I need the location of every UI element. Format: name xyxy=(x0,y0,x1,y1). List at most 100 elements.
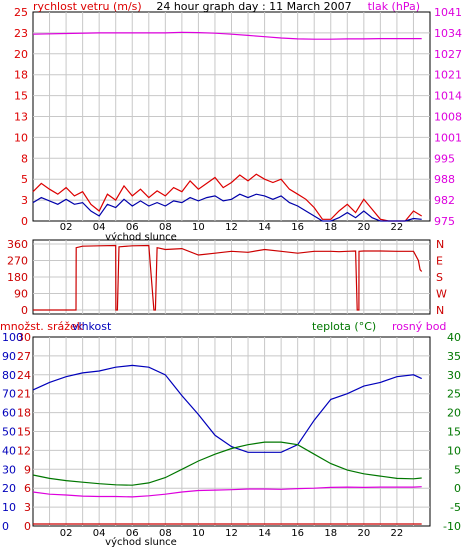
series-line-dewpoint xyxy=(32,486,422,498)
y-tick-label-right: E xyxy=(436,255,443,268)
x-tick-label: 10 xyxy=(192,528,205,539)
x-tick-label: 08 xyxy=(159,528,172,539)
x-tick-label: 22 xyxy=(391,222,404,233)
x-tick-label: 02 xyxy=(60,528,73,539)
y-tick-label-right: 1014 xyxy=(434,90,462,103)
y-axis-right2-label: rosný bod xyxy=(392,320,446,333)
x-tick-label: 12 xyxy=(225,528,238,539)
y-tick-label-left2: 20 xyxy=(2,482,16,495)
y-tick-label-left: 90 xyxy=(14,288,28,301)
y-axis-left2-label: vlhkost xyxy=(72,320,112,333)
x-tick-label: 16 xyxy=(291,528,304,539)
x-tick-label: 18 xyxy=(324,528,337,539)
y-tick-label-left: 360 xyxy=(7,238,28,251)
y-tick-label-right: N xyxy=(436,238,444,251)
y-tick-label-right: -10 xyxy=(443,520,461,533)
x-tick-label: 14 xyxy=(258,528,271,539)
y-axis-left-label: rychlost vetru (m/s) xyxy=(33,0,142,13)
y-tick-label-left: 3 xyxy=(21,194,28,207)
y-tick-label-left: 0 xyxy=(21,215,28,228)
y-tick-label-left2: 100 xyxy=(2,331,23,344)
y-tick-label-right: 1001 xyxy=(434,131,462,144)
y-tick-label-left: 3 xyxy=(24,501,31,514)
x-tick-label: 02 xyxy=(60,222,73,233)
y-tick-label-left: 180 xyxy=(7,271,28,284)
y-tick-label-right: 1021 xyxy=(434,69,462,82)
x-tick-label: 10 xyxy=(192,222,205,233)
y-tick-label-left: 8 xyxy=(21,152,28,165)
y-tick-label-left2: 80 xyxy=(2,369,16,382)
y-tick-label-left2: 30 xyxy=(2,463,16,476)
y-tick-label-left2: 50 xyxy=(2,426,16,439)
y-tick-label-right: N xyxy=(436,304,444,317)
series-line-gust_blue xyxy=(32,193,422,222)
y-tick-label-left2: 90 xyxy=(2,350,16,363)
y-tick-label-right: 988 xyxy=(434,173,455,186)
y-tick-label-left2: 60 xyxy=(2,407,16,420)
y-axis-right-label: tlak (hPa) xyxy=(368,0,420,13)
y-tick-label-left: 270 xyxy=(7,255,28,268)
y-tick-label-right: 982 xyxy=(434,194,455,207)
y-tick-label-right: 10 xyxy=(447,444,461,457)
y-tick-label-left: 0 xyxy=(24,520,31,533)
x-tick-label: 08 xyxy=(159,222,172,233)
y-tick-label-left: 15 xyxy=(14,90,28,103)
y-tick-label-left: 13 xyxy=(14,111,28,124)
series-line-direction xyxy=(33,244,423,311)
x-tick-label: 04 xyxy=(93,222,106,233)
y-tick-label-left: 18 xyxy=(17,407,31,420)
y-tick-label-left: 6 xyxy=(24,482,31,495)
x-tick-label: 18 xyxy=(324,222,337,233)
y-tick-label-right: 995 xyxy=(434,152,455,165)
y-tick-label-right: 20 xyxy=(447,407,461,420)
y-tick-label-left: 15 xyxy=(17,426,31,439)
y-tick-label-right: 40 xyxy=(447,331,461,344)
y-tick-label-left: 21 xyxy=(17,388,31,401)
y-tick-label-left: 10 xyxy=(14,131,28,144)
y-tick-label-left: 9 xyxy=(24,463,31,476)
x-tick-label: 20 xyxy=(357,528,370,539)
y-tick-label-left2: 70 xyxy=(2,388,16,401)
y-tick-label-left: 18 xyxy=(14,69,28,82)
y-axis-left-label: množst. srážek xyxy=(0,320,84,333)
y-tick-label-right: 5 xyxy=(454,463,461,476)
series-line-pressure xyxy=(32,31,422,40)
y-tick-label-right: 1008 xyxy=(434,111,462,124)
x-tick-label: 04 xyxy=(93,528,106,539)
y-tick-label-right: 30 xyxy=(447,369,461,382)
y-tick-label-right: 25 xyxy=(447,388,461,401)
y-tick-label-left: 30 xyxy=(17,331,31,344)
x-tick-label: 22 xyxy=(391,528,404,539)
series-line-wind xyxy=(32,173,423,222)
y-tick-label-right: 975 xyxy=(434,215,455,228)
chart-title: 24 hour graph day : 11 March 2007 xyxy=(156,0,351,13)
x-axis-label: východ slunce xyxy=(105,536,177,548)
x-tick-label: 12 xyxy=(225,222,238,233)
x-tick-label: 06 xyxy=(126,528,139,539)
y-tick-label-right: 15 xyxy=(447,426,461,439)
y-tick-label-left: 0 xyxy=(21,304,28,317)
y-axis-right-label: teplota (°C) xyxy=(312,320,376,333)
y-tick-label-left: 5 xyxy=(21,173,28,186)
series-line-temperature xyxy=(32,441,422,486)
y-tick-label-right: W xyxy=(436,288,447,301)
y-tick-label-right: 1041 xyxy=(434,6,462,19)
y-tick-label-left: 24 xyxy=(17,369,31,382)
y-tick-label-left: 25 xyxy=(14,6,28,19)
y-tick-label-right: S xyxy=(436,271,443,284)
y-tick-label-right: -5 xyxy=(450,501,461,514)
series-line-humidity xyxy=(32,364,422,453)
x-tick-label: 14 xyxy=(258,222,271,233)
x-tick-label: 06 xyxy=(126,222,139,233)
y-tick-label-right: 1027 xyxy=(434,48,462,61)
y-tick-label-right: 0 xyxy=(454,482,461,495)
y-tick-label-left: 20 xyxy=(14,48,28,61)
y-tick-label-left2: 40 xyxy=(2,444,16,457)
y-tick-label-left2: 10 xyxy=(2,501,16,514)
x-tick-label: 20 xyxy=(357,222,370,233)
